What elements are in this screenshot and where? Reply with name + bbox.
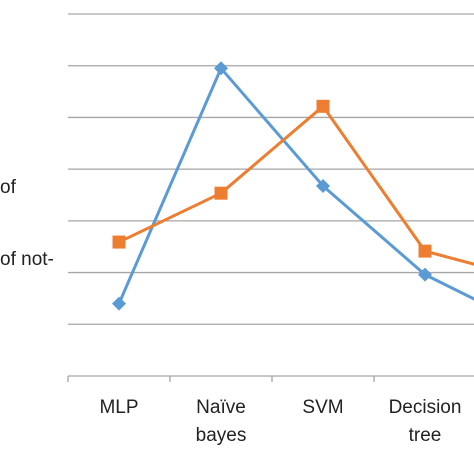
series-1-point	[112, 296, 126, 311]
series-2-point	[316, 99, 330, 113]
series-2-point	[214, 186, 228, 200]
x-tick-label: SVM	[302, 397, 343, 418]
gridlines	[68, 13, 474, 325]
x-tick-labels: MLP Naïve bayes SVM Decision tree	[99, 397, 461, 446]
series-2-point	[112, 235, 126, 249]
series-2-point	[418, 244, 432, 258]
series-line-1	[117, 66, 474, 305]
series-1-point	[214, 61, 228, 76]
clipped-legend-text: of of not-	[0, 177, 54, 270]
x-tick-label: MLP	[99, 397, 138, 418]
x-axis	[67, 375, 474, 382]
series-1-point	[418, 267, 432, 282]
series-layer	[112, 61, 474, 311]
clipped-legend-text-2: of not-	[0, 249, 54, 270]
clipped-legend-text-1: of	[0, 177, 17, 198]
series-1-point	[316, 178, 330, 193]
x-tick-label: Naïve bayes	[196, 397, 247, 446]
x-tick-label: Decision tree	[389, 397, 462, 446]
